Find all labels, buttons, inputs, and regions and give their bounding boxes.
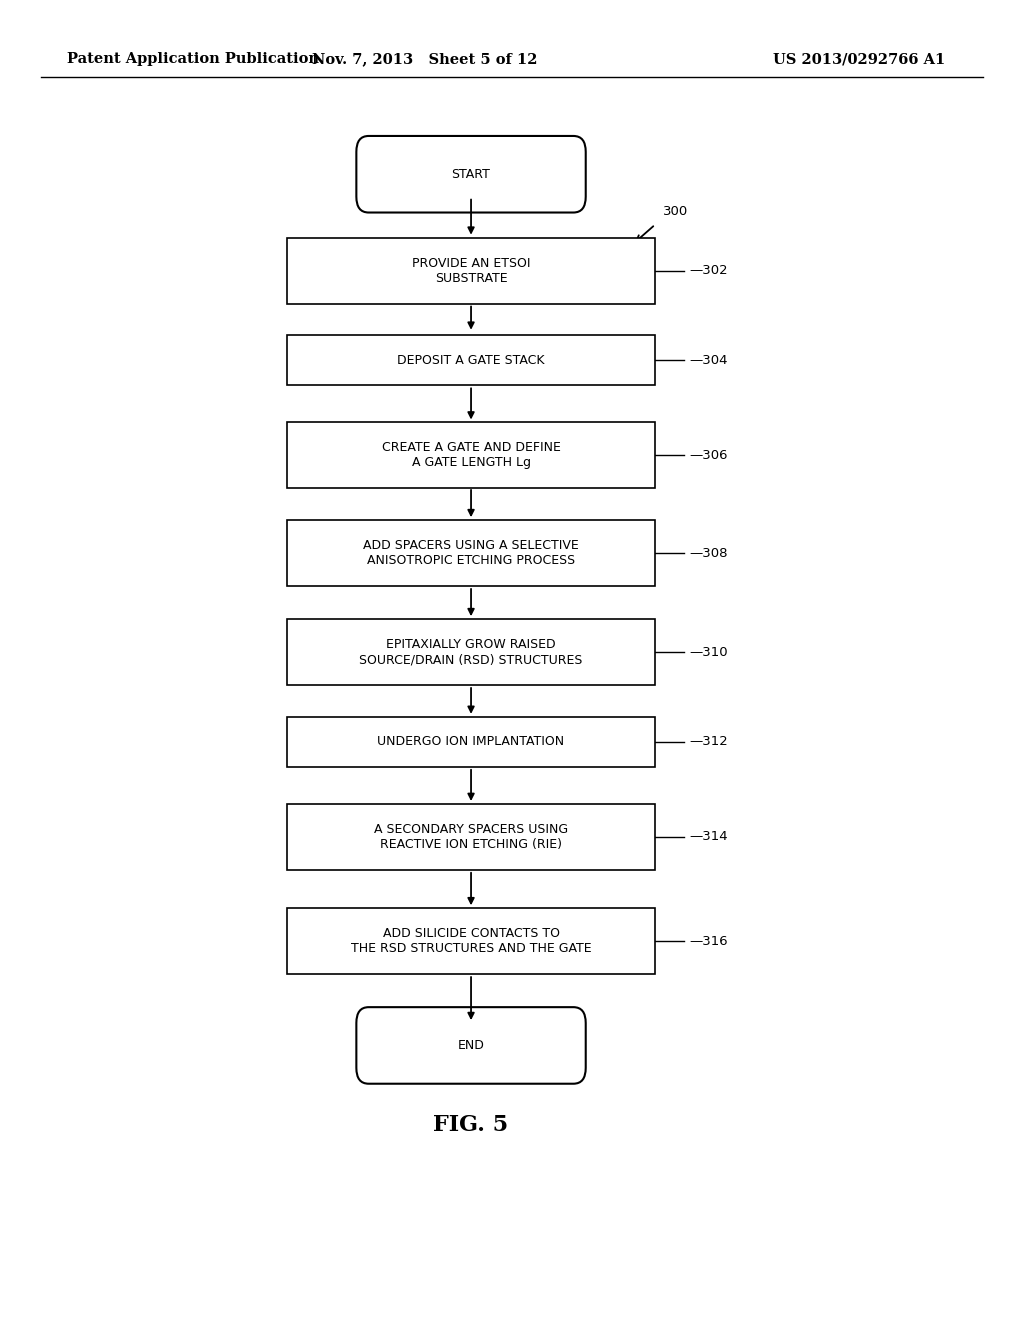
Text: —316: —316 xyxy=(689,935,728,948)
Text: —308: —308 xyxy=(689,546,728,560)
Text: —302: —302 xyxy=(689,264,728,277)
Text: START: START xyxy=(452,168,490,181)
Text: Patent Application Publication: Patent Application Publication xyxy=(67,53,318,66)
FancyBboxPatch shape xyxy=(287,520,655,586)
Text: END: END xyxy=(458,1039,484,1052)
Text: DEPOSIT A GATE STACK: DEPOSIT A GATE STACK xyxy=(397,354,545,367)
Text: Nov. 7, 2013   Sheet 5 of 12: Nov. 7, 2013 Sheet 5 of 12 xyxy=(312,53,538,66)
Text: ADD SILICIDE CONTACTS TO
THE RSD STRUCTURES AND THE GATE: ADD SILICIDE CONTACTS TO THE RSD STRUCTU… xyxy=(351,927,591,956)
FancyBboxPatch shape xyxy=(356,136,586,213)
Text: —304: —304 xyxy=(689,354,728,367)
FancyBboxPatch shape xyxy=(287,908,655,974)
FancyBboxPatch shape xyxy=(287,422,655,488)
Text: CREATE A GATE AND DEFINE
A GATE LENGTH Lg: CREATE A GATE AND DEFINE A GATE LENGTH L… xyxy=(382,441,560,470)
FancyBboxPatch shape xyxy=(287,619,655,685)
Text: US 2013/0292766 A1: US 2013/0292766 A1 xyxy=(773,53,945,66)
Text: —314: —314 xyxy=(689,830,728,843)
Text: UNDERGO ION IMPLANTATION: UNDERGO ION IMPLANTATION xyxy=(378,735,564,748)
Text: —306: —306 xyxy=(689,449,728,462)
FancyBboxPatch shape xyxy=(287,717,655,767)
FancyBboxPatch shape xyxy=(287,238,655,304)
FancyBboxPatch shape xyxy=(356,1007,586,1084)
Text: A SECONDARY SPACERS USING
REACTIVE ION ETCHING (RIE): A SECONDARY SPACERS USING REACTIVE ION E… xyxy=(374,822,568,851)
FancyBboxPatch shape xyxy=(287,335,655,385)
Text: PROVIDE AN ETSOI
SUBSTRATE: PROVIDE AN ETSOI SUBSTRATE xyxy=(412,256,530,285)
Text: —310: —310 xyxy=(689,645,728,659)
Text: ADD SPACERS USING A SELECTIVE
ANISOTROPIC ETCHING PROCESS: ADD SPACERS USING A SELECTIVE ANISOTROPI… xyxy=(364,539,579,568)
Text: EPITAXIALLY GROW RAISED
SOURCE/DRAIN (RSD) STRUCTURES: EPITAXIALLY GROW RAISED SOURCE/DRAIN (RS… xyxy=(359,638,583,667)
FancyBboxPatch shape xyxy=(287,804,655,870)
Text: —312: —312 xyxy=(689,735,728,748)
Text: 300: 300 xyxy=(664,205,688,218)
Text: FIG. 5: FIG. 5 xyxy=(433,1114,509,1135)
